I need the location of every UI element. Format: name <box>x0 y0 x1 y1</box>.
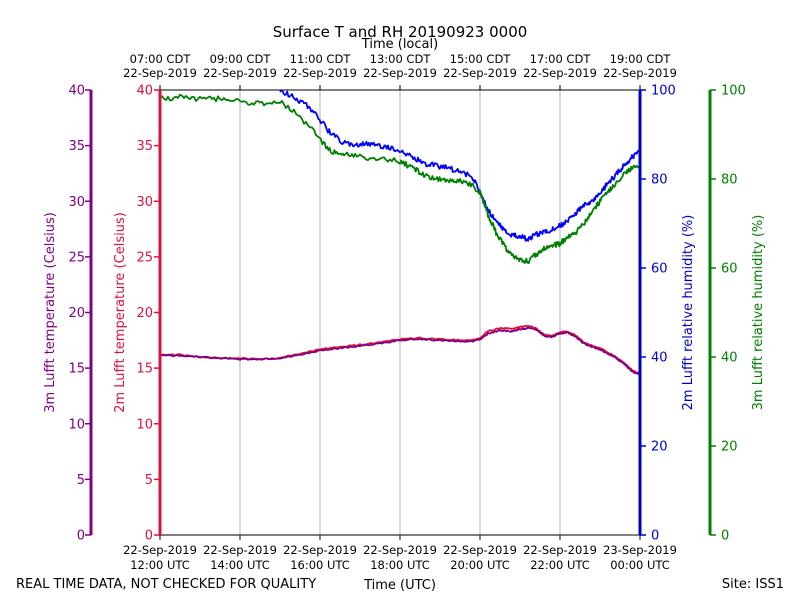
x-tick-label-time: 16:00 UTC <box>290 558 350 572</box>
x-tick-label-date: 22-Sep-2019 <box>443 543 517 557</box>
x-tick-label-time: 12:00 UTC <box>130 558 190 572</box>
temp3m-tick-label: 10 <box>68 417 85 432</box>
top-x-tick-label-time: 13:00 CDT <box>370 52 432 66</box>
top-x-tick-label-date: 22-Sep-2019 <box>363 66 437 80</box>
temp3m-tick-label: 20 <box>68 306 85 321</box>
rh3m-tick-label: 80 <box>721 173 738 188</box>
top-x-tick-label-date: 22-Sep-2019 <box>283 66 357 80</box>
x-tick-label-date: 22-Sep-2019 <box>523 543 597 557</box>
temp2m-tick-label: 25 <box>136 250 153 265</box>
temp3m-tick-label: 30 <box>68 195 85 210</box>
top-x-tick-label-time: 15:00 CDT <box>450 52 512 66</box>
temp2m-tick-label: 40 <box>136 84 153 99</box>
x-tick-label-date: 22-Sep-2019 <box>203 543 277 557</box>
site-label: Site: ISS1 <box>722 577 784 592</box>
rh3m-axis-label: 3m Lufft relative humidity (%) <box>751 215 766 411</box>
rh2m-axis-label: 2m Lufft relative humidity (%) <box>681 215 696 411</box>
temp2m-axis-label: 2m Lufft temperature (Celsius) <box>113 212 128 413</box>
top-x-tick-label-date: 22-Sep-2019 <box>203 66 277 80</box>
x-tick-label-date: 22-Sep-2019 <box>363 543 437 557</box>
x-tick-label-date: 23-Sep-2019 <box>603 543 677 557</box>
top-x-tick-label-date: 22-Sep-2019 <box>603 66 677 80</box>
temp2m-tick-label: 15 <box>136 362 153 377</box>
chart-title: Surface T and RH 20190923 0000 <box>273 23 528 41</box>
rh3m-tick-label: 0 <box>721 529 729 544</box>
x-axis-label: Time (UTC) <box>363 578 436 593</box>
temp2m-tick-label: 0 <box>145 529 153 544</box>
rh2m-tick-label: 40 <box>651 351 668 366</box>
rh2m-tick-label: 20 <box>651 440 668 455</box>
rh2m-tick-label: 60 <box>651 262 668 277</box>
x-tick-label-time: 20:00 UTC <box>450 558 510 572</box>
x-tick-label-date: 22-Sep-2019 <box>283 543 357 557</box>
series-rh2m-line <box>279 89 641 242</box>
top-x-tick-label-time: 11:00 CDT <box>290 52 352 66</box>
series-lines <box>159 89 641 376</box>
temp3m-tick-label: 5 <box>77 473 85 488</box>
top-x-tick-label-date: 22-Sep-2019 <box>123 66 197 80</box>
top-x-tick-label-time: 09:00 CDT <box>210 52 272 66</box>
top-x-tick-label-time: 17:00 CDT <box>530 52 592 66</box>
top-x-tick-label-date: 22-Sep-2019 <box>443 66 517 80</box>
gridlines <box>239 90 561 535</box>
temp2m-tick-label: 20 <box>136 306 153 321</box>
x-tick-label-time: 22:00 UTC <box>530 558 590 572</box>
rh3m-tick-label: 20 <box>721 440 738 455</box>
x-tick-label-time: 18:00 UTC <box>370 558 430 572</box>
axes: 0 5 10 15 20 25 30 35 40 3m Lufft temperature (Ce… <box>43 84 766 544</box>
series-rh3m-line <box>159 93 641 265</box>
rh2m-tick-label: 100 <box>651 84 676 99</box>
temp3m-tick-label: 40 <box>68 84 85 99</box>
top-x-tick-label-time: 07:00 CDT <box>130 52 192 66</box>
rh2m-tick-label: 80 <box>651 173 668 188</box>
rh2m-tick-label: 0 <box>651 529 659 544</box>
temp3m-tick-label: 0 <box>77 529 85 544</box>
top-axis-label: Time (local) <box>361 37 438 52</box>
temp3m-tick-label: 35 <box>68 139 85 154</box>
temp3m-axis-label: 3m Lufft temperature (Celsius) <box>43 212 58 413</box>
temp3m-tick-label: 25 <box>68 250 85 265</box>
rh3m-tick-label: 60 <box>721 262 738 277</box>
temp2m-tick-label: 10 <box>136 417 153 432</box>
temp3m-tick-label: 15 <box>68 362 85 377</box>
series-temp3m-line <box>159 326 641 376</box>
x-tick-label-time: 00:00 UTC <box>610 558 670 572</box>
rh3m-tick-label: 100 <box>721 84 746 99</box>
top-x-tick-label-time: 19:00 CDT <box>610 52 672 66</box>
rh3m-tick-label: 40 <box>721 351 738 366</box>
temp2m-tick-label: 30 <box>136 195 153 210</box>
quality-disclaimer: REAL TIME DATA, NOT CHECKED FOR QUALITY <box>16 577 316 592</box>
temp2m-tick-label: 5 <box>145 473 153 488</box>
x-tick-label-date: 22-Sep-2019 <box>123 543 197 557</box>
temp2m-tick-label: 35 <box>136 139 153 154</box>
top-x-tick-label-date: 22-Sep-2019 <box>523 66 597 80</box>
x-tick-label-time: 14:00 UTC <box>210 558 270 572</box>
